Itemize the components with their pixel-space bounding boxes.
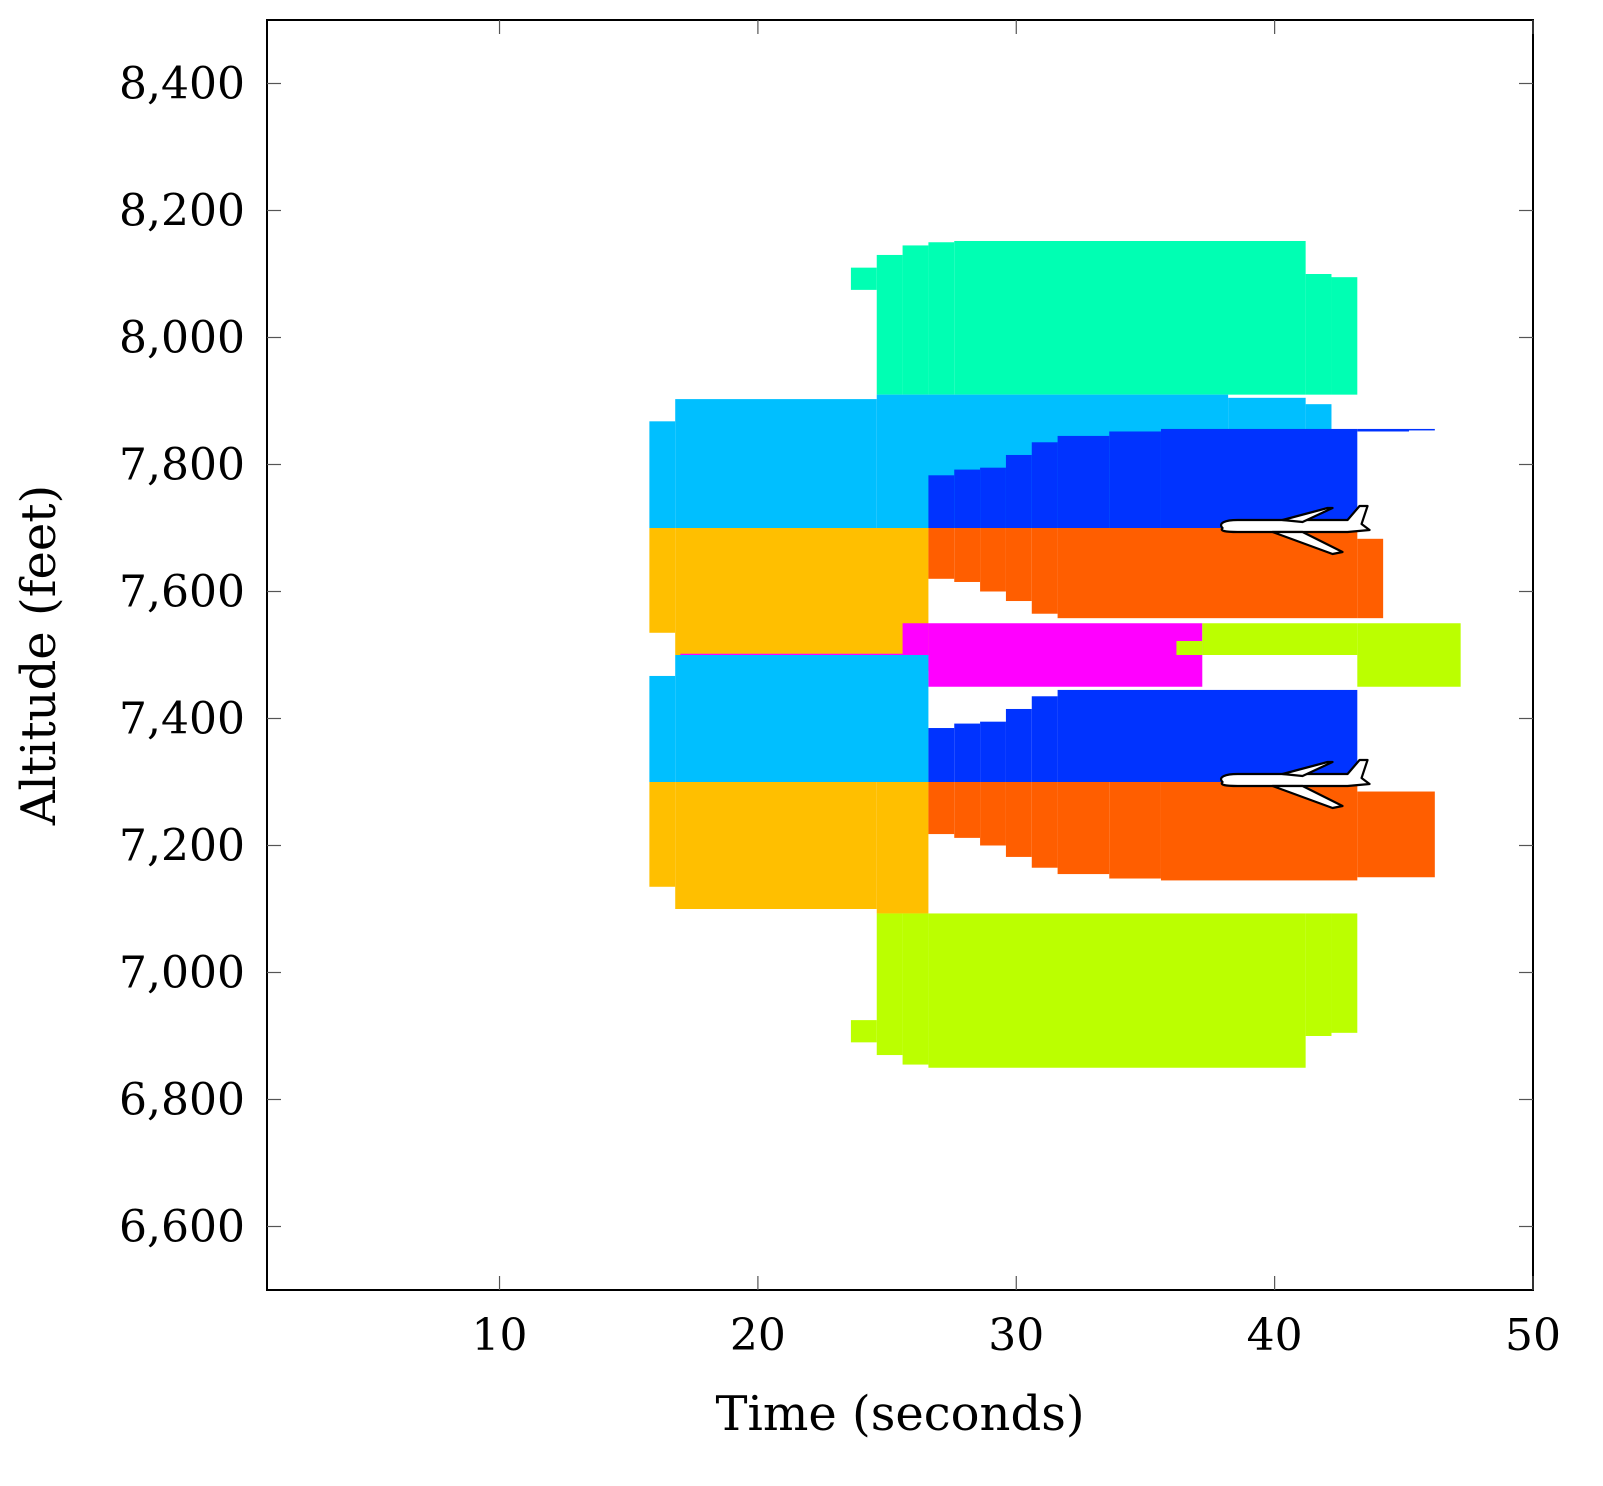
- area-segment-amber: [876, 782, 929, 914]
- axis-ticks: [267, 20, 1534, 1290]
- area-segment-lime: [1357, 623, 1461, 687]
- area-segment-amber: [675, 782, 877, 909]
- plot-frame: [266, 19, 1534, 1291]
- y-tick-label: 7,800: [119, 440, 245, 491]
- area-segment-teal: [1331, 277, 1358, 395]
- y-tick-label: 7,400: [119, 694, 245, 745]
- plot-annotations: [1219, 504, 1371, 810]
- y-tick-label: 8,400: [119, 59, 245, 110]
- area-segment-lime: [876, 913, 903, 1056]
- area-segment-orange: [954, 528, 981, 582]
- area-segment-teal: [928, 242, 955, 395]
- area-segment-dark_blue: [980, 721, 1006, 782]
- area-segment-orange: [1031, 528, 1058, 614]
- area-segment-lime: [1305, 913, 1332, 1036]
- area-segment-dark_blue: [1057, 435, 1110, 528]
- area-segment-dark_blue: [954, 469, 981, 528]
- area-segment-amber: [649, 782, 676, 887]
- area-segment-lime: [1202, 623, 1358, 655]
- area-segment-dark_blue: [1031, 442, 1058, 528]
- area-segment-orange: [954, 782, 981, 838]
- area-segment-dark_blue: [928, 728, 955, 782]
- area-segment-orange: [1357, 538, 1384, 619]
- area-segment-lime: [1176, 641, 1203, 655]
- y-tick-label: 7,000: [119, 948, 245, 999]
- area-segment-lime: [1331, 913, 1358, 1033]
- area-segment-lime: [928, 913, 1306, 1068]
- area-segment-orange: [980, 528, 1006, 592]
- plot-areas: [649, 240, 1461, 1068]
- area-segment-orange: [1109, 782, 1161, 879]
- area-segment-teal: [954, 240, 1306, 395]
- area-segment-light_blue: [675, 399, 877, 528]
- area-segment-lime: [850, 1020, 877, 1043]
- y-tick-labels: 6,600 6,800 7,000 7,200 7,400 7,600 7,800 8,000…: [119, 59, 245, 1253]
- y-tick-label: 8,000: [119, 313, 245, 364]
- area-segment-light_blue: [649, 675, 676, 782]
- airplane-icon: [1219, 504, 1371, 556]
- area-segment-dark_blue: [1109, 431, 1161, 528]
- y-axis-label: Altitude (feet): [11, 485, 67, 827]
- area-segment-orange: [928, 528, 955, 579]
- area-segment-magenta: [928, 623, 1203, 687]
- x-tick-labels: 10 20 30 40 50: [472, 1310, 1561, 1361]
- area-segment-teal: [1305, 274, 1332, 395]
- area-segment-teal: [850, 267, 877, 290]
- x-tick-label: 50: [1505, 1310, 1561, 1361]
- area-segment-orange: [1005, 528, 1032, 602]
- area-segment-teal: [902, 245, 929, 395]
- x-axis-label: Time (seconds): [715, 1386, 1084, 1442]
- area-segment-dark_blue: [1160, 428, 1358, 528]
- area-segment-orange: [928, 782, 955, 835]
- area-segment-amber: [675, 528, 929, 655]
- x-tick-label: 40: [1247, 1310, 1303, 1361]
- x-tick-label: 30: [988, 1310, 1044, 1361]
- area-segment-lime: [902, 913, 929, 1065]
- airplane-icon: [1219, 758, 1371, 810]
- area-segment-orange: [1357, 791, 1435, 878]
- area-segment-orange: [1005, 782, 1032, 857]
- y-tick-label: 6,600: [119, 1202, 245, 1253]
- area-segment-dark_blue: [1357, 428, 1409, 432]
- area-segment-dark_blue: [1031, 696, 1058, 782]
- x-tick-label: 10: [472, 1310, 528, 1361]
- y-tick-label: 6,800: [119, 1075, 245, 1126]
- x-tick-label: 20: [730, 1310, 786, 1361]
- area-segment-orange: [1057, 782, 1110, 875]
- area-segment-orange: [980, 782, 1006, 846]
- area-segment-amber: [649, 528, 676, 633]
- area-segment-dark_blue: [1005, 454, 1032, 528]
- area-segment-teal: [876, 254, 903, 395]
- area-segment-orange: [1031, 782, 1058, 868]
- area-segment-dark_blue: [928, 475, 955, 528]
- area-segment-dark_blue: [1005, 708, 1032, 782]
- area-segment-dark_blue: [1408, 428, 1435, 431]
- area-segment-orange: [1160, 782, 1358, 881]
- area-segment-light_blue: [675, 655, 929, 782]
- area-segment-light_blue: [649, 421, 676, 528]
- y-tick-label: 7,200: [119, 821, 245, 872]
- area-segment-dark_blue: [954, 723, 981, 782]
- y-tick-label: 7,600: [119, 567, 245, 618]
- y-tick-label: 8,200: [119, 186, 245, 237]
- area-segment-dark_blue: [980, 467, 1006, 528]
